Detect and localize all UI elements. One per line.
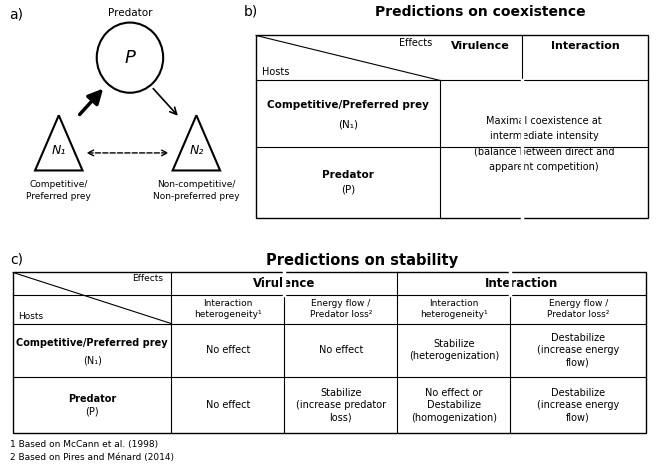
- Text: Predator: Predator: [322, 170, 374, 180]
- Text: Interaction: Interaction: [485, 277, 558, 290]
- Circle shape: [97, 23, 163, 93]
- Text: (N₁): (N₁): [338, 119, 358, 129]
- Text: Hosts: Hosts: [262, 67, 289, 77]
- Text: Competitive/Preferred prey: Competitive/Preferred prey: [267, 100, 429, 110]
- Text: 1 Based on McCann et al. (1998): 1 Based on McCann et al. (1998): [10, 440, 158, 449]
- Text: N₂: N₂: [189, 144, 204, 157]
- Text: Energy flow /
Predator loss²: Energy flow / Predator loss²: [310, 299, 372, 319]
- Text: c): c): [10, 253, 23, 267]
- Text: Competitive/
Preferred prey: Competitive/ Preferred prey: [26, 181, 91, 201]
- Text: No effect: No effect: [318, 345, 363, 355]
- Text: Virulence: Virulence: [253, 277, 316, 290]
- Text: N₁: N₁: [51, 144, 66, 157]
- Polygon shape: [173, 115, 220, 170]
- Text: Predator: Predator: [68, 394, 116, 403]
- Text: Predictions on coexistence: Predictions on coexistence: [376, 5, 586, 19]
- Text: Predictions on stability: Predictions on stability: [266, 253, 458, 268]
- Text: No effect: No effect: [206, 400, 250, 410]
- Text: Interaction
heterogeneity¹: Interaction heterogeneity¹: [194, 299, 262, 319]
- Text: Competitive/Preferred prey: Competitive/Preferred prey: [16, 338, 168, 348]
- Text: P: P: [125, 49, 135, 67]
- Text: (balance between direct and: (balance between direct and: [474, 146, 614, 157]
- Text: Predator: Predator: [107, 8, 152, 18]
- Text: No effect or
Destabilize
(homogenization): No effect or Destabilize (homogenization…: [411, 388, 497, 422]
- Text: 2 Based on Pires and Ménard (2014): 2 Based on Pires and Ménard (2014): [10, 453, 174, 462]
- Text: b): b): [244, 5, 258, 19]
- Text: Interaction
heterogeneity¹: Interaction heterogeneity¹: [420, 299, 488, 319]
- Text: Hosts: Hosts: [18, 312, 43, 322]
- Text: Maximal coexistence at: Maximal coexistence at: [486, 115, 602, 126]
- Text: Destabilize
(increase energy
flow): Destabilize (increase energy flow): [537, 333, 619, 368]
- Text: apparent competition): apparent competition): [490, 162, 599, 172]
- Text: Stabilize
(heterogenization): Stabilize (heterogenization): [409, 339, 499, 361]
- Text: Effects: Effects: [399, 38, 432, 48]
- Text: a): a): [9, 8, 23, 21]
- Text: Virulence: Virulence: [451, 42, 510, 52]
- Text: (N₁): (N₁): [83, 355, 101, 365]
- Text: Interaction: Interaction: [551, 42, 619, 52]
- Text: Non-competitive/
Non-preferred prey: Non-competitive/ Non-preferred prey: [153, 181, 240, 201]
- Text: Stabilize
(increase predator
loss): Stabilize (increase predator loss): [296, 388, 386, 422]
- Polygon shape: [35, 115, 82, 170]
- Text: (P): (P): [86, 407, 99, 417]
- Text: Destabilize
(increase energy
flow): Destabilize (increase energy flow): [537, 388, 619, 422]
- Text: intermediate intensity: intermediate intensity: [490, 131, 598, 141]
- Text: No effect: No effect: [206, 345, 250, 355]
- Text: (P): (P): [341, 184, 355, 194]
- Text: Energy flow /
Predator loss²: Energy flow / Predator loss²: [547, 299, 610, 319]
- Text: Effects: Effects: [132, 273, 163, 282]
